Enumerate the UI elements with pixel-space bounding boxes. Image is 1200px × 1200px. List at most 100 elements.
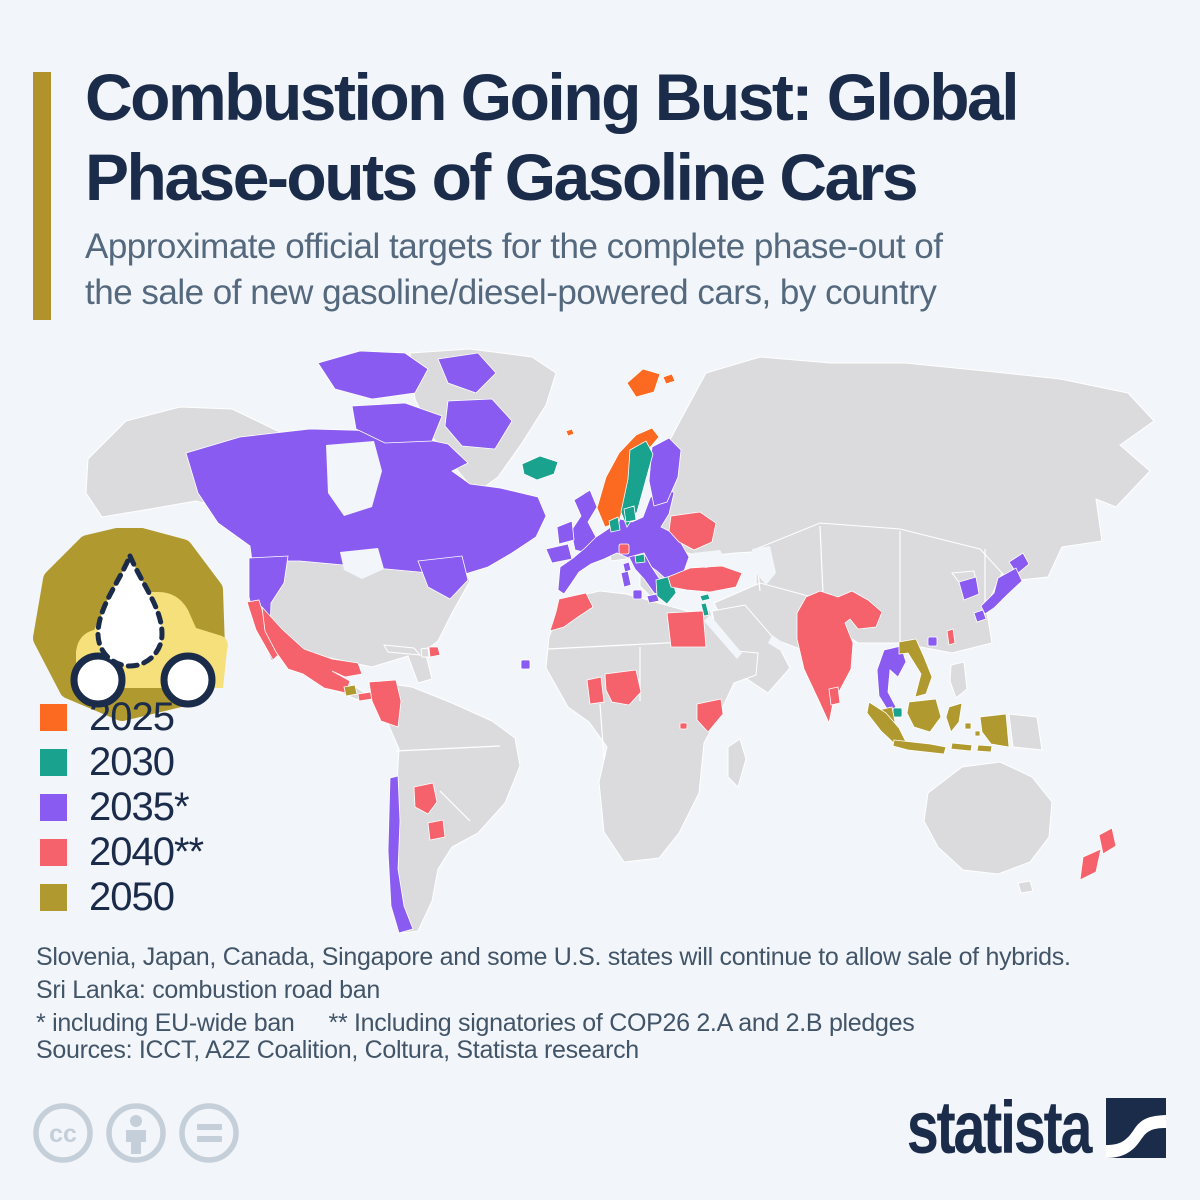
- country-iceland: [521, 455, 559, 481]
- creative-commons-icons[interactable]: cc: [30, 1100, 242, 1166]
- country-cyprus: [699, 593, 711, 602]
- water-hudson-bay: [326, 441, 382, 516]
- water-bodies: [326, 441, 788, 659]
- legend-swatch-2040: [40, 838, 67, 866]
- legend-label-2050: 2050: [89, 874, 175, 919]
- subtitle-line-2: the sale of new gasoline/diesel-powered …: [85, 272, 937, 312]
- country-egypt: [666, 610, 707, 648]
- country-new-zealand-north: [1098, 827, 1117, 855]
- country-mexico: [261, 605, 363, 694]
- legend-item-2050: 2050: [40, 875, 203, 919]
- subtitle-line-1: Approximate official targets for the com…: [85, 227, 943, 266]
- region-sicily: [646, 593, 660, 604]
- country-chile: [387, 775, 414, 934]
- country-canada-newfoundland: [545, 543, 573, 564]
- water-red-sea: [704, 615, 742, 659]
- region-lesser-sunda: [950, 742, 973, 752]
- region-us-northeast-states: [417, 555, 469, 600]
- legend-item-2040: 2040**: [40, 830, 204, 874]
- country-canada-arctic-3: [437, 352, 497, 394]
- country-south-korea: [958, 576, 980, 601]
- title-line-1: Combustion Going Bust: Global: [85, 60, 1020, 134]
- note-hybrids: Slovenia, Japan, Canada, Singapore and s…: [36, 943, 1071, 971]
- legend-swatch-2035: [40, 793, 67, 821]
- region-java: [892, 739, 947, 755]
- country-rwanda: [679, 722, 688, 730]
- region-corsica: [622, 561, 632, 573]
- region-svalbard: [626, 368, 661, 398]
- country-panama: [357, 691, 373, 702]
- country-canada-arctic-1: [317, 350, 429, 400]
- legend-swatch-2050: [40, 883, 67, 911]
- country-philippines: [949, 661, 968, 699]
- legend-item-2035: 2035*: [40, 785, 203, 829]
- statista-logo-icon[interactable]: [1106, 1098, 1166, 1158]
- footnote-cop26: ** Including signatories of COP26 2.A an…: [328, 1009, 915, 1037]
- accent-bar: [33, 72, 51, 320]
- marker-cape-verde: [520, 659, 531, 670]
- statista-wordmark[interactable]: statista: [906, 1086, 1093, 1169]
- page-title: Combustion Going Bust: Global Phase-outs…: [85, 58, 1175, 218]
- country-slovenia: [634, 553, 646, 564]
- country-canada-arctic-2: [351, 402, 443, 444]
- country-canada-baffin: [444, 398, 513, 450]
- marker-hong-kong: [927, 636, 938, 647]
- country-thailand: [876, 645, 907, 713]
- notes-block: Slovenia, Japan, Canada, Singapore and s…: [36, 941, 1166, 1040]
- marker-liechtenstein: [618, 543, 630, 555]
- country-dominican-republic: [428, 646, 441, 658]
- country-nigeria: [604, 669, 642, 706]
- country-papua-new-guinea: [1008, 713, 1043, 751]
- marker-singapore: [892, 707, 903, 718]
- page-subtitle: Approximate official targets for the com…: [85, 224, 1175, 316]
- country-uruguay: [427, 819, 446, 841]
- region-maluku-1: [964, 722, 972, 730]
- country-ghana: [586, 676, 605, 705]
- note-sri-lanka: Sri Lanka: combustion road ban: [36, 976, 380, 1004]
- country-madagascar: [727, 738, 747, 788]
- legend-label-2030: 2030: [89, 739, 175, 784]
- legend-label-2040: 2040**: [89, 829, 204, 874]
- region-lesser-sunda-east: [976, 744, 993, 753]
- country-australia: [923, 761, 1053, 875]
- region-borneo: [906, 698, 942, 733]
- region-sulawesi: [945, 702, 963, 733]
- footnotes-row: * including EU-wide ban ** Including sig…: [36, 1007, 1166, 1040]
- legend-swatch-2025: [40, 703, 67, 731]
- country-haiti: [420, 647, 430, 658]
- country-ireland: [556, 520, 575, 545]
- country-morocco: [549, 592, 594, 632]
- cc-nd-icon[interactable]: [179, 1103, 239, 1163]
- country-colombia: [368, 679, 402, 728]
- cc-license-icon[interactable]: [33, 1103, 93, 1163]
- region-jan-mayen: [565, 428, 575, 437]
- water-great-lakes: [340, 548, 384, 579]
- country-india: [796, 590, 883, 725]
- world-map: [85, 348, 1155, 934]
- country-kenya: [696, 698, 724, 733]
- fuel-droplet-icon: [95, 549, 165, 669]
- region-sardinia: [620, 570, 632, 588]
- country-sweden: [620, 440, 654, 528]
- country-finland: [648, 437, 682, 507]
- country-sri-lanka: [828, 686, 841, 706]
- legend-swatch-2030: [40, 748, 67, 776]
- country-denmark: [623, 505, 637, 523]
- country-japan-honshu: [980, 567, 1023, 615]
- attribution-person-glyph: [126, 1115, 146, 1154]
- marker-malta: [632, 589, 643, 600]
- country-taiwan: [946, 628, 956, 646]
- region-maluku-2: [974, 730, 981, 737]
- car-wheel-rear: [70, 652, 126, 708]
- title-line-2: Phase-outs of Gasoline Cars: [85, 139, 919, 214]
- country-costa-rica: [343, 684, 358, 697]
- legend-label-2025: 2025: [89, 694, 175, 739]
- equals-glyph: [197, 1124, 222, 1142]
- statista-branding[interactable]: statista: [0, 1086, 1166, 1169]
- country-new-zealand-south: [1079, 848, 1102, 881]
- cc-letters: cc: [49, 1120, 77, 1148]
- cc-attribution-icon[interactable]: [106, 1103, 166, 1163]
- region-laos-vietnam: [898, 638, 933, 698]
- country-paraguay: [413, 782, 438, 815]
- legend: 2025 2030 2035* 2040** 2050: [40, 695, 204, 919]
